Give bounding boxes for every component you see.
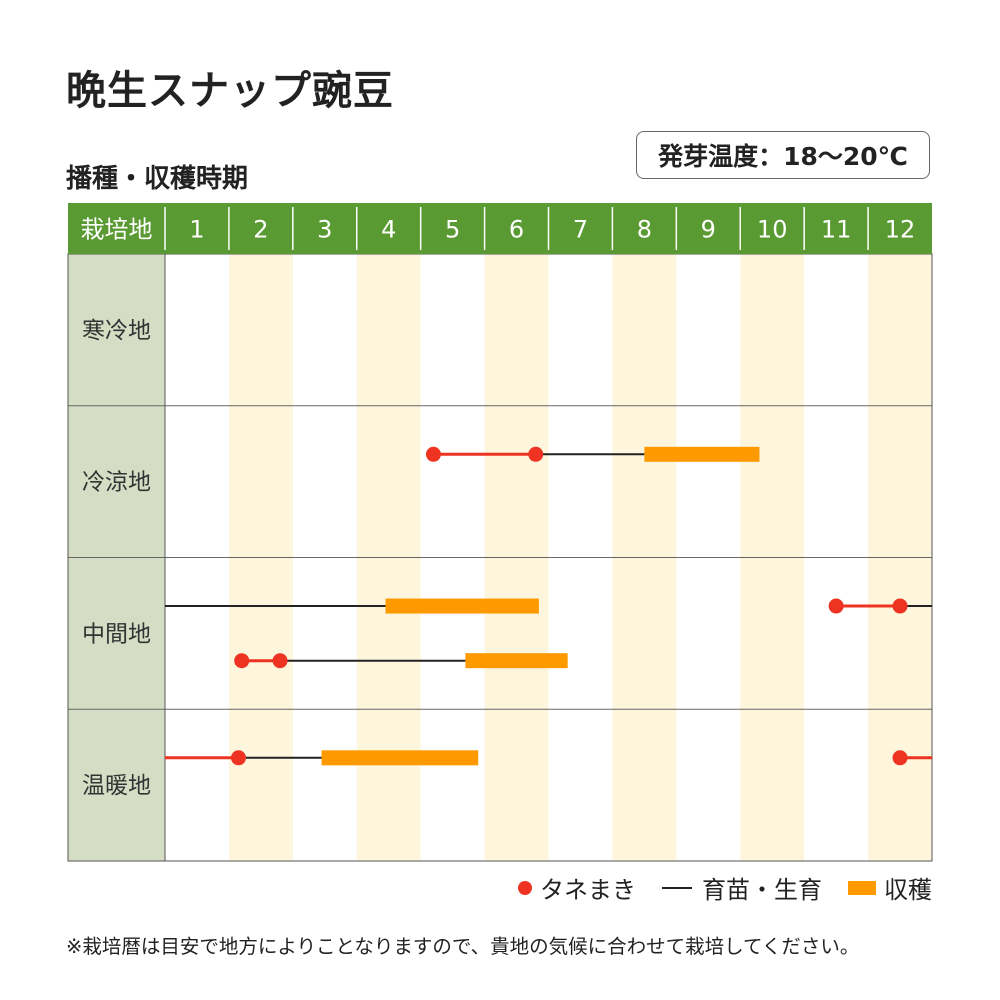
- section-subtitle: 播種・収穫時期: [66, 164, 249, 194]
- region-label: 中間地: [82, 621, 151, 647]
- month-header-8: 8: [637, 216, 652, 244]
- region-label: 温暖地: [82, 773, 151, 799]
- month-header-6: 6: [509, 216, 524, 244]
- month-header-1: 1: [189, 216, 204, 244]
- sowing-dot-icon: [518, 880, 532, 895]
- month-header-7: 7: [573, 216, 588, 244]
- harvest-bar: [465, 653, 568, 669]
- sowing-point: [231, 750, 247, 766]
- sowing-point: [234, 653, 250, 669]
- month-header-2: 2: [253, 216, 268, 244]
- sowing-point: [892, 598, 908, 614]
- region-label: 冷涼地: [82, 470, 151, 496]
- harvest-bar-icon: [848, 880, 876, 895]
- month-header-3: 3: [317, 216, 332, 244]
- sowing-point: [425, 446, 441, 462]
- harvest-bar: [644, 446, 760, 462]
- month-header-4: 4: [381, 216, 396, 244]
- region-label: 寒冷地: [82, 318, 151, 344]
- sowing-point: [828, 598, 844, 614]
- legend-sowing: タネまき: [518, 870, 636, 905]
- germination-temperature-badge: 発芽温度：18～20℃: [636, 131, 930, 179]
- harvest-bar: [321, 750, 479, 766]
- legend-growing: 育苗・生育: [662, 870, 822, 905]
- legend-growing-label: 育苗・生育: [702, 876, 822, 904]
- month-header-9: 9: [701, 216, 716, 244]
- header-bar: [68, 203, 932, 254]
- legend-harvest-label: 収穫: [884, 876, 932, 904]
- legend-harvest: 収穫: [848, 870, 932, 905]
- sowing-point: [892, 750, 908, 766]
- month-header-12: 12: [885, 216, 916, 244]
- legend: タネまき 育苗・生育 収穫: [492, 870, 932, 905]
- sowing-point: [528, 446, 544, 462]
- sowing-point: [272, 653, 288, 669]
- schedule-marks: [165, 446, 932, 766]
- calendar-header: 栽培地 1 2 3 4 5 6 7 8 9 10 11 12: [68, 203, 932, 254]
- header-region-label: 栽培地: [81, 216, 153, 244]
- footnote: ※栽培暦は目安で地方によりことなりますので、貴地の気候に合わせて栽培してください…: [66, 935, 860, 958]
- legend-sowing-label: タネまき: [540, 876, 636, 904]
- month-header-5: 5: [445, 216, 460, 244]
- month-header-10: 10: [757, 216, 788, 244]
- page-title: 晩生スナップ豌豆: [66, 68, 394, 114]
- month-header-11: 11: [821, 216, 852, 244]
- growing-line-icon: [662, 886, 692, 889]
- harvest-bar: [385, 598, 539, 614]
